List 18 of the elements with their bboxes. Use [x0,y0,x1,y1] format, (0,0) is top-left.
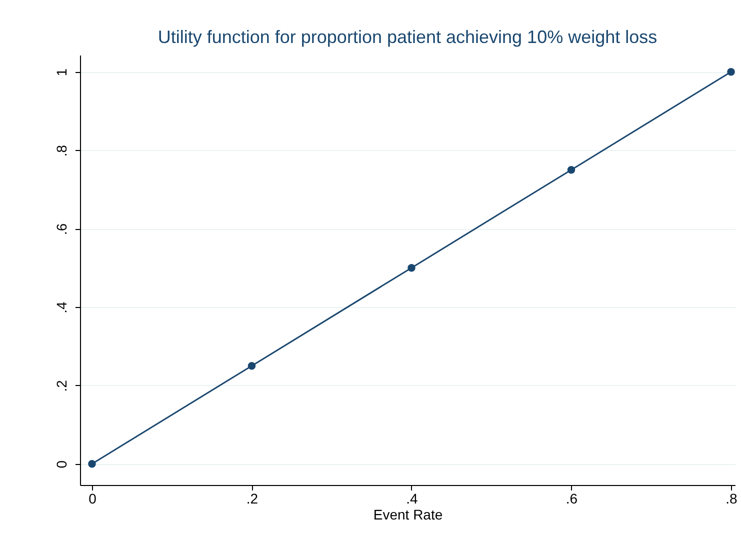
chart-title: Utility function for proportion patient achieving 10% weight loss [158,27,658,47]
point [248,362,256,370]
y-tick-label: .2 [54,380,70,392]
point [408,264,416,272]
y-tick-label: .6 [54,223,70,235]
point [567,166,576,174]
x-tick-label: .8 [726,490,738,506]
x-tick-label: 0 [88,490,97,506]
x-tick-label: .4 [406,490,418,506]
y-tick-label: 0 [54,460,70,468]
y-tick-label: .8 [54,144,70,157]
x-tick-label: .2 [246,490,258,506]
point [88,460,96,468]
x-axis-title: Event Rate [373,506,443,522]
point [727,68,735,76]
y-tick-label: 1 [54,68,70,76]
x-tick-label: .6 [566,490,578,506]
y-tick-label: .4 [54,301,70,314]
